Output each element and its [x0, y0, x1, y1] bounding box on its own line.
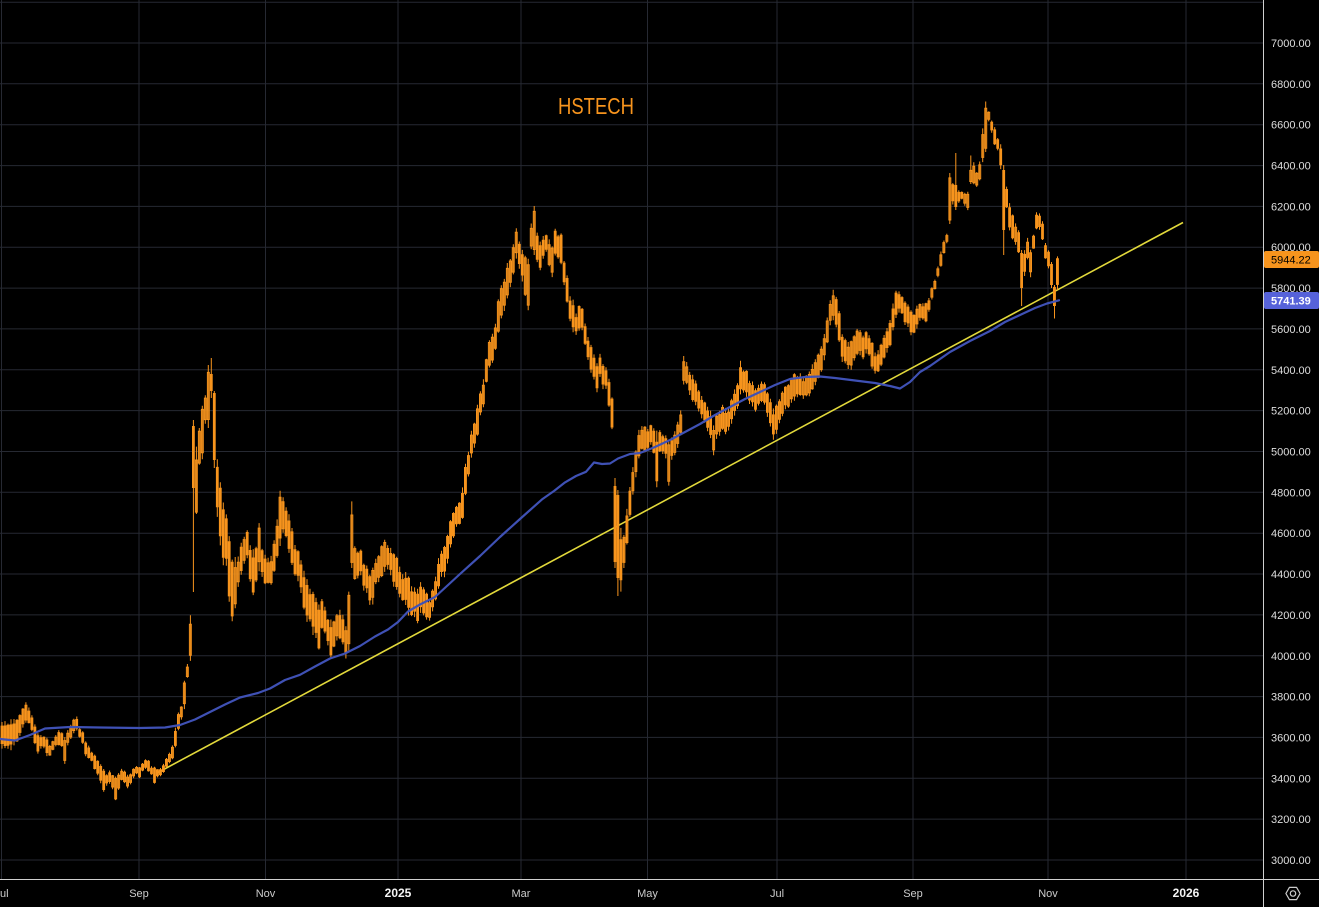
svg-text:4400.00: 4400.00: [1271, 569, 1311, 581]
svg-text:5400.00: 5400.00: [1271, 365, 1311, 377]
svg-text:4000.00: 4000.00: [1271, 651, 1311, 663]
svg-text:5944.22: 5944.22: [1271, 255, 1311, 267]
svg-text:Sep: Sep: [129, 888, 149, 900]
svg-text:7000.00: 7000.00: [1271, 38, 1311, 50]
svg-text:Mar: Mar: [512, 888, 531, 900]
svg-text:4200.00: 4200.00: [1271, 610, 1311, 622]
svg-text:3200.00: 3200.00: [1271, 814, 1311, 826]
svg-text:2025: 2025: [385, 886, 412, 900]
svg-text:May: May: [637, 888, 658, 900]
svg-text:4600.00: 4600.00: [1271, 528, 1311, 540]
svg-text:Jul: Jul: [0, 888, 9, 900]
svg-text:5741.39: 5741.39: [1271, 296, 1311, 308]
svg-text:Sep: Sep: [903, 888, 923, 900]
svg-text:Jul: Jul: [770, 888, 784, 900]
svg-text:5000.00: 5000.00: [1271, 447, 1311, 459]
svg-text:3800.00: 3800.00: [1271, 692, 1311, 704]
svg-text:3600.00: 3600.00: [1271, 732, 1311, 744]
svg-text:Nov: Nov: [1038, 888, 1058, 900]
svg-text:4800.00: 4800.00: [1271, 487, 1311, 499]
svg-text:6800.00: 6800.00: [1271, 79, 1311, 91]
svg-text:3000.00: 3000.00: [1271, 855, 1311, 867]
svg-text:6200.00: 6200.00: [1271, 201, 1311, 213]
svg-text:6400.00: 6400.00: [1271, 161, 1311, 173]
svg-text:HSTECH: HSTECH: [558, 93, 634, 119]
svg-text:5600.00: 5600.00: [1271, 324, 1311, 336]
svg-text:3400.00: 3400.00: [1271, 773, 1311, 785]
svg-text:Nov: Nov: [256, 888, 276, 900]
svg-text:5200.00: 5200.00: [1271, 406, 1311, 418]
svg-text:6600.00: 6600.00: [1271, 120, 1311, 132]
svg-text:2026: 2026: [1173, 886, 1200, 900]
